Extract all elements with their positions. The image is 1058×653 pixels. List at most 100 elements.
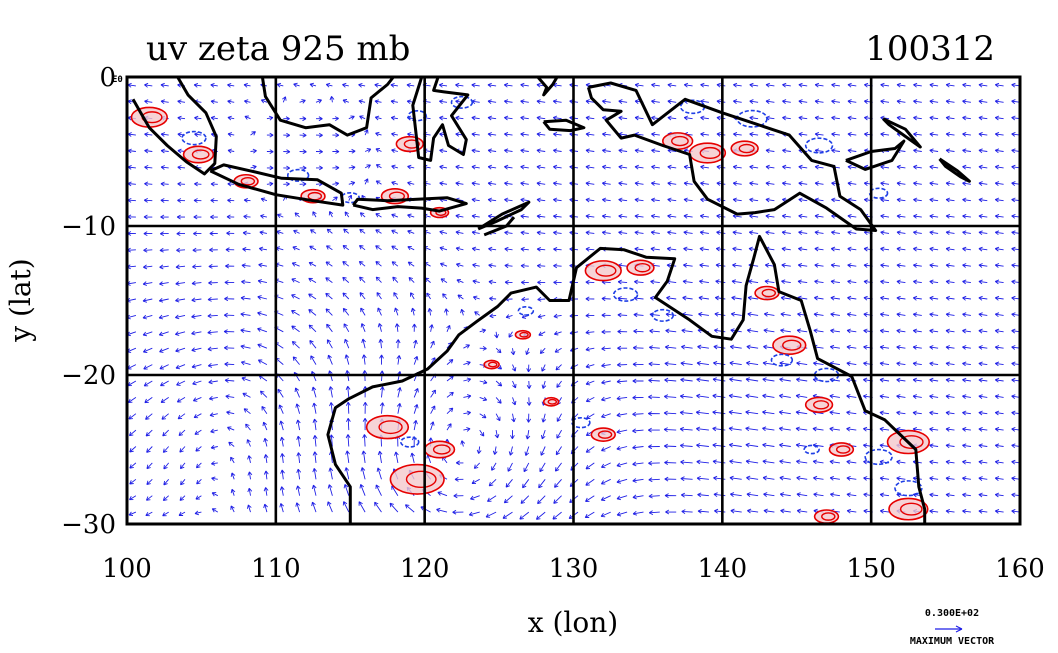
wind-vector — [359, 292, 366, 300]
wind-vector — [479, 346, 487, 351]
wind-vector — [541, 413, 547, 423]
wind-vector — [439, 115, 448, 121]
wind-vector — [962, 99, 971, 104]
wind-vector — [846, 426, 857, 432]
wind-vector — [359, 212, 366, 218]
wind-vector — [283, 116, 290, 122]
wind-vector — [929, 197, 939, 203]
wind-vector — [520, 213, 529, 219]
wind-vector — [896, 426, 906, 432]
wind-vector — [945, 459, 955, 465]
wind-vector — [554, 347, 562, 353]
wind-vector — [344, 467, 350, 480]
wind-vector — [246, 439, 251, 447]
wind-vector — [798, 131, 808, 137]
wind-vector — [315, 132, 323, 138]
wind-vector — [540, 446, 546, 456]
wind-vector — [896, 246, 906, 252]
wind-vector — [163, 462, 170, 470]
wind-vector — [455, 82, 464, 88]
wind-vector — [978, 131, 988, 137]
wind-vector — [312, 211, 317, 218]
wind-vector — [379, 386, 385, 398]
wind-vector — [929, 312, 939, 318]
wind-vector — [585, 313, 595, 318]
wind-vector — [782, 99, 791, 104]
wind-vector — [846, 492, 857, 498]
wind-vector — [332, 181, 340, 187]
wind-vector — [536, 213, 546, 219]
wind-vector — [408, 276, 415, 283]
wind-vector — [446, 407, 454, 415]
wind-vector — [207, 330, 218, 335]
wind-vector — [240, 328, 251, 333]
wind-vector — [342, 82, 349, 88]
wind-vector — [618, 181, 628, 186]
wind-vector — [511, 397, 517, 406]
wind-vector — [765, 148, 775, 154]
wind-vector — [230, 488, 236, 496]
coastline-solomons — [938, 157, 971, 183]
wind-vector — [929, 148, 939, 154]
wind-vector — [696, 426, 709, 432]
wind-vector — [600, 495, 611, 501]
wind-vector — [291, 294, 300, 300]
wind-vector — [847, 263, 857, 268]
coastlines — [131, 77, 971, 524]
wind-vector — [765, 164, 775, 170]
wind-vector — [391, 245, 399, 251]
wind-vector — [994, 394, 1004, 399]
wind-vector — [616, 362, 628, 368]
wind-vector — [680, 459, 693, 465]
wind-vector — [143, 264, 153, 270]
wind-vector — [814, 213, 824, 219]
wind-vector — [553, 495, 562, 504]
wind-vector — [553, 230, 562, 236]
wind-vector — [310, 355, 317, 365]
wind-vector — [379, 402, 385, 414]
wind-vector — [879, 443, 890, 449]
wind-vector — [847, 230, 857, 236]
wind-vector — [455, 460, 464, 466]
wind-vector — [978, 197, 988, 203]
y-tick-suffix: E0 — [112, 75, 123, 85]
wind-vector — [880, 197, 890, 203]
wind-vector — [829, 426, 840, 432]
wind-vector — [407, 229, 415, 235]
wind-vector — [360, 307, 366, 316]
negative-vorticity-contour — [803, 444, 820, 455]
wind-vector — [308, 309, 317, 316]
wind-vector — [847, 131, 857, 137]
wind-vector — [326, 228, 333, 234]
wind-vector — [226, 214, 235, 220]
wind-vector — [632, 345, 644, 351]
wind-vector — [945, 394, 955, 399]
wind-vector — [830, 312, 840, 317]
wind-vector — [679, 443, 693, 449]
wind-vector — [879, 344, 890, 350]
wind-vector — [463, 360, 471, 366]
coastline-sumatra — [131, 77, 218, 176]
wind-vector — [812, 426, 824, 432]
wind-vector — [912, 361, 922, 367]
wind-vector — [191, 364, 202, 369]
wind-vector — [128, 429, 137, 437]
wind-vector — [487, 495, 497, 502]
wind-vector — [364, 164, 371, 169]
wind-vector — [978, 148, 988, 154]
wind-vector — [243, 99, 251, 104]
wind-vector — [245, 423, 251, 431]
wind-vector — [896, 459, 906, 465]
wind-vector — [442, 293, 448, 300]
wind-vector — [978, 328, 988, 334]
wind-vector — [263, 437, 268, 447]
wind-vector — [846, 508, 857, 514]
wind-vector — [762, 442, 775, 448]
wind-vector — [227, 148, 235, 154]
wind-vector — [795, 442, 808, 448]
wind-vector — [648, 345, 660, 350]
wind-vector — [210, 444, 218, 450]
wind-vector — [280, 453, 285, 463]
wind-vector — [929, 263, 939, 268]
